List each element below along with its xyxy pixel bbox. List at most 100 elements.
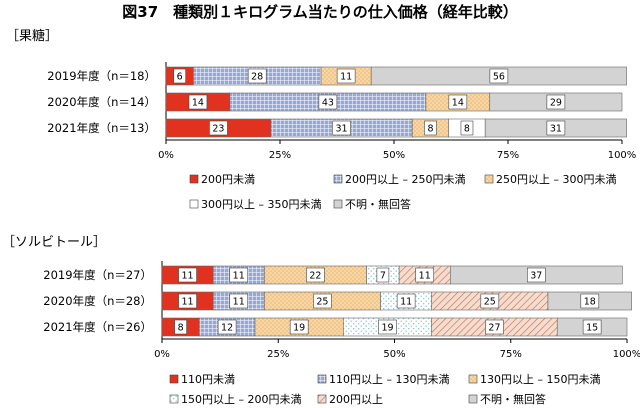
chart-title: 図37 種類別１キログラム当たりの仕入価格（経年比較） (122, 3, 517, 21)
data-label-box (173, 68, 186, 84)
data-label-box (318, 94, 338, 110)
category-label: 2020年度（n＝28） (43, 294, 152, 308)
data-label: 22 (309, 271, 321, 282)
x-tick-label: 0% (158, 150, 174, 161)
data-label-box (332, 120, 351, 136)
data-label: 15 (586, 323, 598, 334)
legend-swatch (484, 174, 494, 184)
data-label: 11 (233, 297, 245, 308)
data-label: 11 (419, 271, 431, 282)
section-label-sorbitol: ［ソルビトール］ (2, 235, 106, 250)
legend-swatch (169, 394, 179, 404)
data-label-box (247, 68, 267, 84)
section-label-fructose: ［果糖］ (6, 28, 58, 44)
legend-swatch (333, 199, 343, 209)
data-label: 11 (233, 271, 245, 282)
data-label: 8 (178, 323, 184, 334)
data-label: 7 (380, 271, 386, 282)
legend-label: 150円以上 – 200円未満 (181, 393, 301, 406)
data-label: 27 (488, 323, 500, 334)
data-label: 8 (464, 124, 470, 135)
data-label-box (376, 267, 390, 283)
data-label-box (209, 120, 228, 136)
x-tick-label: 50% (383, 150, 405, 161)
x-tick-label: 100% (608, 150, 637, 161)
category-label: 2019年度（n＝18） (47, 69, 156, 83)
data-label: 11 (182, 297, 194, 308)
fructose-chart: ［果糖］ 0% 25% 50% 75% 100% 2019年度（n＝18） 6 28 11 56 2… (6, 28, 636, 211)
legend-swatch (317, 374, 327, 384)
category-label: 2019年度（n＝27） (43, 268, 152, 282)
legend-swatch (468, 374, 478, 384)
data-label: 19 (381, 323, 393, 334)
data-label-box (217, 319, 237, 335)
legend-swatch (169, 374, 179, 384)
x-tick-label: 25% (267, 349, 289, 360)
legend-label: 不明・無回答 (480, 392, 546, 406)
data-label-box (378, 319, 397, 335)
data-label-box (229, 267, 249, 283)
legend-swatch (317, 394, 327, 404)
data-label: 14 (192, 98, 204, 109)
data-label-box (546, 120, 566, 136)
data-label: 25 (316, 297, 328, 308)
legend-label: 不明・無回答 (345, 197, 411, 211)
data-label-box (415, 267, 435, 283)
data-label: 23 (212, 124, 224, 135)
data-label-box (178, 293, 197, 309)
data-label: 31 (550, 124, 562, 135)
data-label-box (336, 68, 356, 84)
data-label-box (580, 293, 600, 309)
data-label: 25 (484, 297, 496, 308)
data-label-box (289, 319, 309, 335)
data-label: 11 (400, 297, 412, 308)
x-tick-label: 0% (154, 349, 170, 360)
data-label: 31 (336, 124, 348, 135)
data-label: 11 (182, 271, 194, 282)
data-label: 11 (340, 72, 352, 83)
data-label: 56 (493, 72, 505, 83)
legend-label: 110円未満 (181, 373, 235, 386)
data-label-box (178, 267, 197, 283)
data-label: 18 (584, 297, 596, 308)
data-label-box (188, 94, 208, 110)
data-label: 29 (550, 98, 562, 109)
data-label: 14 (452, 98, 464, 109)
data-label-box (174, 319, 187, 335)
data-label: 19 (293, 323, 305, 334)
data-label-box (485, 319, 504, 335)
legend-label: 300円以上 – 350円未満 (201, 198, 321, 211)
x-tick-label: 75% (500, 349, 522, 360)
x-tick-label: 25% (269, 150, 291, 161)
legend-label: 110円以上 – 130円未満 (329, 373, 449, 386)
data-label-box (313, 293, 332, 309)
data-label: 6 (177, 72, 183, 83)
data-label-box (460, 120, 474, 136)
data-label-box (306, 267, 325, 283)
category-label: 2021年度（n＝13） (47, 121, 156, 135)
data-label-box (229, 293, 249, 309)
data-label-box (527, 267, 546, 283)
legend-label: 200円以上 – 250円未満 (345, 173, 465, 186)
data-label: 43 (322, 98, 334, 109)
legend-label: 250円以上 – 300円未満 (496, 173, 616, 186)
data-label: 28 (251, 72, 263, 83)
data-label-box (582, 319, 602, 335)
data-label-box (396, 293, 416, 309)
data-label-box (489, 68, 509, 84)
x-tick-label: 50% (383, 349, 405, 360)
x-tick-label: 75% (497, 150, 519, 161)
category-label: 2020年度（n＝14） (47, 95, 156, 109)
category-label: 2021年度（n＝26） (43, 320, 152, 334)
data-label-box (480, 293, 500, 309)
data-label: 8 (427, 124, 433, 135)
legend-swatch (468, 394, 478, 404)
data-label: 37 (530, 271, 542, 282)
data-label-box (546, 94, 566, 110)
legend-label: 200円以上 (329, 393, 383, 406)
legend-swatch (333, 174, 343, 184)
legend-swatch (189, 199, 199, 209)
legend-label: 130円以上 – 150円未満 (480, 373, 600, 386)
legend-label: 200円未満 (201, 173, 255, 186)
